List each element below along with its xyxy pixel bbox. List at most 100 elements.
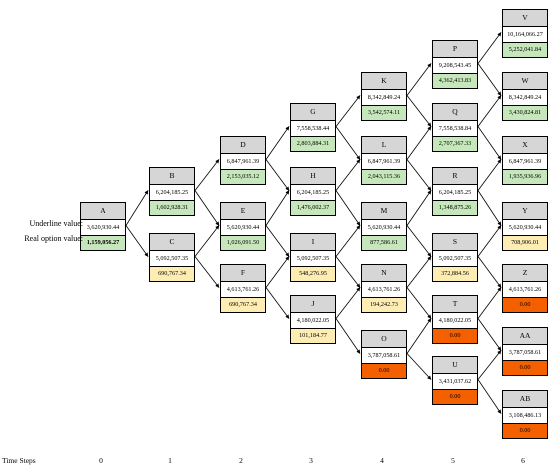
node-underlying-value: 10,164,066.27 xyxy=(503,27,547,43)
node-underlying-value: 6,847,961.39 xyxy=(362,154,406,170)
tree-node-o: O 3,787,058.61 0.00 xyxy=(361,330,407,379)
edge-i-n xyxy=(335,256,361,288)
edge-k-q xyxy=(406,95,432,127)
tree-node-l: L 6,847,961.39 2,043,115.36 xyxy=(361,136,407,185)
node-option-value: 0.00 xyxy=(433,329,477,343)
tree-node-j: J 4,180,022.05 101,184.77 xyxy=(290,295,336,344)
node-option-value: 4,362,413.83 xyxy=(433,74,477,88)
tree-node-t: T 4,180,022.05 0.00 xyxy=(432,295,478,344)
edge-q-x xyxy=(477,126,502,160)
node-underlying-value: 3,431,037.62 xyxy=(433,374,477,390)
edge-j-o xyxy=(335,318,361,354)
node-label: V xyxy=(503,10,547,27)
node-label: X xyxy=(503,137,547,154)
tree-node-k: K 8,342,849.24 3,542,574.11 xyxy=(361,72,407,121)
node-label: AA xyxy=(503,328,547,345)
node-underlying-value: 4,613,761.26 xyxy=(503,282,547,298)
edge-f-j xyxy=(265,287,290,319)
node-label: I xyxy=(291,234,335,251)
node-option-value: 2,153,035.12 xyxy=(221,170,265,184)
node-underlying-value: 3,108,486.13 xyxy=(503,408,547,424)
node-option-value: 0.00 xyxy=(503,298,547,312)
tree-node-u: U 3,431,037.62 0.00 xyxy=(432,356,478,405)
edge-h-m xyxy=(335,190,361,226)
edge-a-c xyxy=(125,225,149,257)
node-underlying-value: 9,208,543.45 xyxy=(433,58,477,74)
node-label: E xyxy=(221,203,265,220)
edge-p-w xyxy=(477,63,502,96)
edge-o-t xyxy=(406,318,432,354)
time-step-6: 6 xyxy=(521,456,525,465)
edge-e-h xyxy=(265,190,290,226)
edge-g-k xyxy=(335,95,361,127)
node-option-value: 0.00 xyxy=(362,364,406,378)
edge-p-v xyxy=(477,32,502,64)
tree-node-q: Q 7,558,538.84 2,707,367.33 xyxy=(432,103,478,152)
node-underlying-value: 3,787,058.61 xyxy=(503,345,547,361)
tree-node-i: I 5,092,507.35 548,276.95 xyxy=(290,233,336,282)
real-option-value-label: Real option value: xyxy=(24,234,83,243)
tree-node-d: D 6,847,961.39 2,153,035.12 xyxy=(220,136,266,185)
tree-node-aa: AA 3,787,058.61 0.00 xyxy=(502,327,548,376)
node-option-value: 2,803,884.31 xyxy=(291,137,335,151)
node-label: P xyxy=(433,41,477,58)
node-label: U xyxy=(433,357,477,374)
tree-node-m: M 5,620,930.44 877,586.61 xyxy=(361,202,407,251)
edge-l-q xyxy=(406,126,432,160)
time-step-3: 3 xyxy=(309,456,313,465)
node-label: T xyxy=(433,296,477,313)
node-option-value: 1,935,936.96 xyxy=(503,170,547,184)
node-label: AB xyxy=(503,391,547,408)
node-underlying-value: 4,613,761.26 xyxy=(221,282,265,298)
node-label: B xyxy=(150,168,194,185)
edge-i-m xyxy=(335,225,361,257)
edge-b-e xyxy=(194,190,220,226)
tree-node-r: R 6,204,185.25 1,348,875.26 xyxy=(432,167,478,216)
node-option-value: 2,707,367.33 xyxy=(433,137,477,151)
node-option-value: 1,476,002.37 xyxy=(291,201,335,215)
time-step-0: 0 xyxy=(99,456,103,465)
node-label: J xyxy=(291,296,335,313)
node-underlying-value: 4,613,761.26 xyxy=(362,282,406,298)
tree-node-f: F 4,613,761.26 690,767.34 xyxy=(220,264,266,313)
node-option-value: 690,767.34 xyxy=(221,298,265,312)
node-option-value: 101,184.77 xyxy=(291,329,335,343)
edge-a-b xyxy=(125,190,149,226)
node-underlying-value: 5,092,507.35 xyxy=(150,251,194,267)
node-underlying-value: 5,092,507.35 xyxy=(433,251,477,267)
node-option-value: 2,043,115.36 xyxy=(362,170,406,184)
node-label: R xyxy=(433,168,477,185)
node-label: Y xyxy=(503,203,547,220)
edge-o-u xyxy=(406,353,432,380)
edge-t-aa xyxy=(477,318,502,351)
node-option-value: 1,026,091.50 xyxy=(221,236,265,250)
tree-node-ab: AB 3,108,486.13 0.00 xyxy=(502,390,548,439)
node-underlying-value: 6,847,961.39 xyxy=(221,154,265,170)
node-label: D xyxy=(221,137,265,154)
tree-node-g: G 7,558,538.44 2,803,884.31 xyxy=(290,103,336,152)
node-underlying-value: 3,620,930.44 xyxy=(81,220,125,236)
edge-e-i xyxy=(265,225,290,257)
time-step-2: 2 xyxy=(239,456,243,465)
edge-t-z xyxy=(477,287,502,319)
tree-node-s: S 5,092,507.35 372,884.56 xyxy=(432,233,478,282)
time-step-1: 1 xyxy=(168,456,172,465)
node-label: A xyxy=(81,203,125,220)
node-option-value: 1,602,928.31 xyxy=(150,201,194,215)
node-label: K xyxy=(362,73,406,90)
node-underlying-value: 5,092,507.35 xyxy=(291,251,335,267)
edge-m-s xyxy=(406,225,432,257)
node-label: M xyxy=(362,203,406,220)
edge-r-x xyxy=(477,159,502,191)
node-label: Q xyxy=(433,104,477,121)
node-option-value: 3,542,574.11 xyxy=(362,106,406,120)
edge-d-h xyxy=(265,159,290,191)
edge-j-n xyxy=(335,287,361,319)
edge-n-t xyxy=(406,287,432,319)
node-label: N xyxy=(362,265,406,282)
tree-node-c: C 5,092,507.35 690,767.34 xyxy=(149,233,195,282)
edge-f-i xyxy=(265,256,290,288)
edge-g-l xyxy=(335,126,361,160)
edge-c-f xyxy=(194,256,220,288)
tree-node-a: A 3,620,930.44 1,159,056.27 xyxy=(80,202,126,251)
